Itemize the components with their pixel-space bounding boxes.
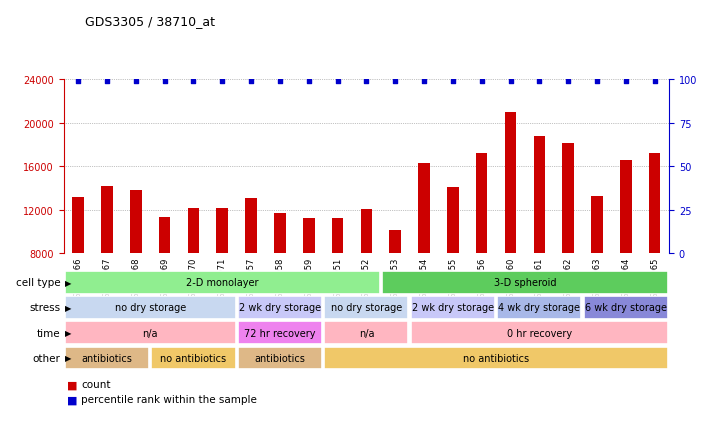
Text: antibiotics: antibiotics — [81, 353, 132, 363]
Point — [418, 79, 430, 85]
Bar — [72, 197, 84, 341]
Bar — [65, 271, 379, 294]
Text: cell type: cell type — [16, 278, 60, 287]
Bar — [245, 199, 257, 341]
Point — [274, 79, 285, 85]
Point — [72, 79, 84, 85]
Point — [303, 79, 314, 85]
Text: no antibiotics: no antibiotics — [161, 353, 227, 363]
Text: 4 wk dry storage: 4 wk dry storage — [498, 303, 581, 312]
Text: n/a: n/a — [359, 328, 374, 338]
Text: ▶: ▶ — [65, 329, 72, 337]
Bar — [505, 113, 516, 341]
Text: 2 wk dry storage: 2 wk dry storage — [239, 303, 321, 312]
Point — [534, 79, 545, 85]
Bar — [583, 296, 668, 319]
Point — [476, 79, 487, 85]
Text: no dry storage: no dry storage — [331, 303, 402, 312]
Text: ▶: ▶ — [65, 354, 72, 362]
Point — [649, 79, 661, 85]
Text: percentile rank within the sample: percentile rank within the sample — [81, 395, 257, 404]
Text: 72 hr recovery: 72 hr recovery — [244, 328, 316, 338]
Bar — [324, 347, 668, 369]
Bar — [152, 347, 236, 369]
Text: 0 hr recovery: 0 hr recovery — [507, 328, 572, 338]
Bar — [418, 164, 430, 341]
Bar — [534, 137, 545, 341]
Point — [620, 79, 632, 85]
Bar — [238, 296, 322, 319]
Bar — [65, 347, 149, 369]
Bar — [188, 208, 199, 341]
Bar — [389, 230, 401, 341]
Bar — [332, 218, 343, 341]
Point — [159, 79, 170, 85]
Bar — [303, 218, 314, 341]
Bar — [238, 347, 322, 369]
Bar — [159, 217, 171, 341]
Bar — [620, 161, 632, 341]
Bar — [447, 187, 459, 341]
Bar — [476, 154, 487, 341]
Bar — [497, 296, 581, 319]
Point — [591, 79, 603, 85]
Point — [389, 79, 401, 85]
Bar — [65, 296, 236, 319]
Point — [246, 79, 257, 85]
Text: 2-D monolayer: 2-D monolayer — [186, 278, 258, 287]
Text: no antibiotics: no antibiotics — [463, 353, 529, 363]
Text: n/a: n/a — [142, 328, 158, 338]
Text: 3-D spheroid: 3-D spheroid — [493, 278, 556, 287]
Bar — [360, 210, 372, 341]
Point — [101, 79, 113, 85]
Point — [360, 79, 372, 85]
Bar — [274, 214, 285, 341]
Bar — [411, 296, 495, 319]
Bar — [591, 196, 603, 341]
Point — [505, 79, 516, 85]
Point — [130, 79, 142, 85]
Bar — [65, 322, 236, 344]
Point — [447, 79, 459, 85]
Bar — [101, 187, 113, 341]
Bar — [130, 191, 142, 341]
Bar — [324, 296, 409, 319]
Bar — [649, 154, 661, 341]
Text: 2 wk dry storage: 2 wk dry storage — [412, 303, 494, 312]
Point — [188, 79, 199, 85]
Text: stress: stress — [29, 303, 60, 312]
Text: other: other — [33, 353, 60, 363]
Text: ■: ■ — [67, 395, 78, 404]
Bar — [217, 208, 228, 341]
Text: ■: ■ — [67, 379, 78, 389]
Bar — [562, 143, 574, 341]
Point — [332, 79, 343, 85]
Text: ▶: ▶ — [65, 278, 72, 287]
Text: 6 wk dry storage: 6 wk dry storage — [585, 303, 667, 312]
Text: no dry storage: no dry storage — [115, 303, 185, 312]
Point — [562, 79, 573, 85]
Text: GDS3305 / 38710_at: GDS3305 / 38710_at — [85, 15, 215, 28]
Point — [217, 79, 228, 85]
Text: ▶: ▶ — [65, 303, 72, 312]
Bar — [324, 322, 409, 344]
Bar — [382, 271, 668, 294]
Text: time: time — [37, 328, 60, 338]
Text: antibiotics: antibiotics — [254, 353, 305, 363]
Bar — [238, 322, 322, 344]
Bar — [411, 322, 668, 344]
Text: count: count — [81, 379, 111, 389]
